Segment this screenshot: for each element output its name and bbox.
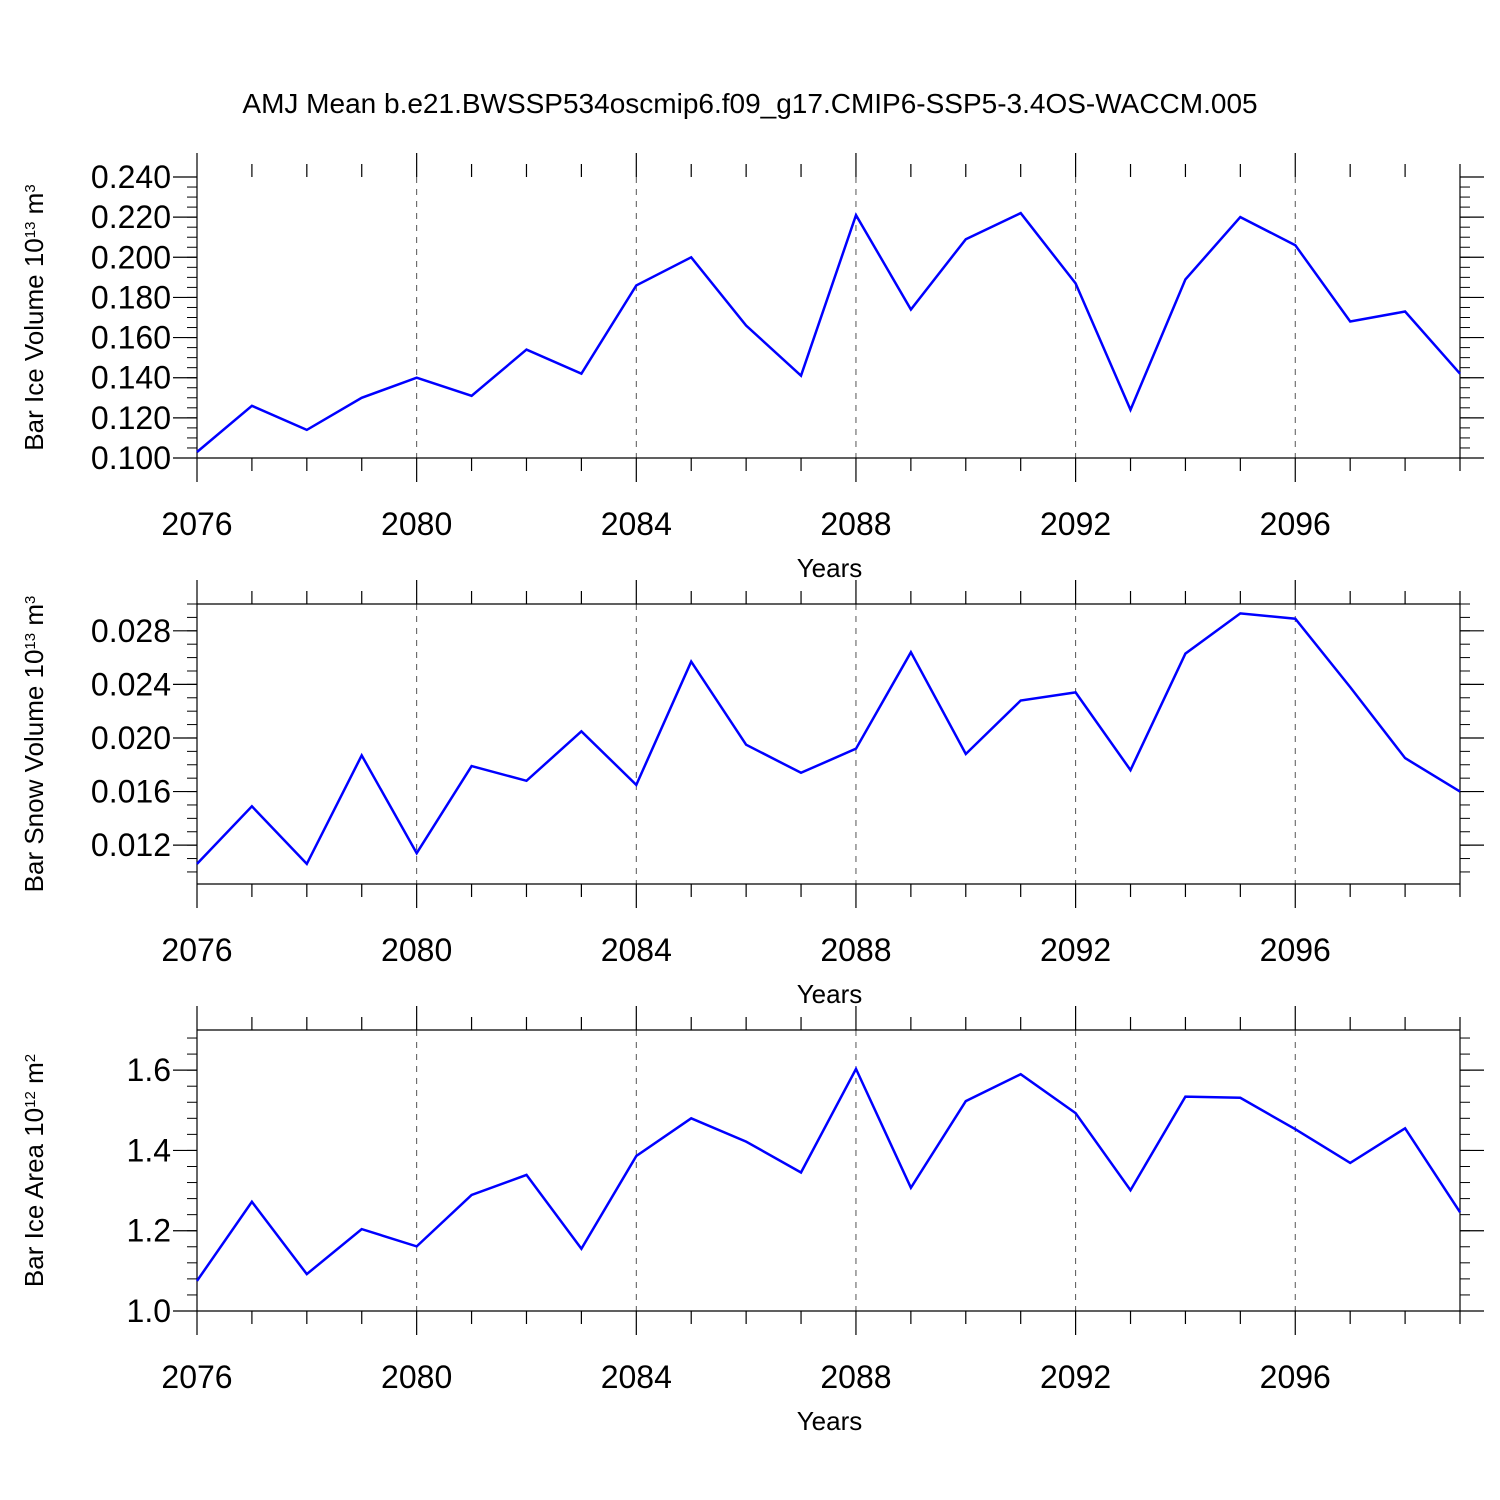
x-tick-label: 2080 bbox=[381, 932, 452, 968]
x-tick-label: 2096 bbox=[1260, 506, 1331, 542]
x-axis-title: Years bbox=[797, 1406, 863, 1436]
y-axis-title-part: m bbox=[19, 193, 49, 222]
y-tick-label: 0.240 bbox=[91, 159, 171, 195]
x-tick-label: 2088 bbox=[820, 506, 891, 542]
y-tick-label: 1.4 bbox=[127, 1132, 171, 1168]
y-tick-label: 0.024 bbox=[91, 666, 171, 702]
series-line bbox=[195, 1066, 1462, 1282]
y-tick-label: 0.028 bbox=[91, 613, 171, 649]
series-line bbox=[196, 612, 1461, 867]
y-axis-title-part: m bbox=[19, 1062, 49, 1091]
y-tick-label: 0.180 bbox=[91, 279, 171, 315]
y-tick-label: 0.160 bbox=[91, 320, 171, 356]
series-line bbox=[196, 211, 1461, 453]
y-axis-title-superscript: 3 bbox=[22, 184, 39, 192]
y-axis-title-superscript: 13 bbox=[22, 633, 39, 650]
y-tick-label: 0.020 bbox=[91, 720, 171, 756]
x-tick-label: 2096 bbox=[1260, 932, 1331, 968]
x-tick-label: 2088 bbox=[820, 932, 891, 968]
x-tick-label: 2092 bbox=[1040, 932, 1111, 968]
y-axis-title-part: Bar Ice Area 10 bbox=[19, 1108, 49, 1287]
x-tick-label: 2076 bbox=[161, 506, 232, 542]
y-axis-title-superscript: 3 bbox=[22, 596, 39, 604]
y-tick-label: 0.016 bbox=[91, 774, 171, 810]
x-tick-label: 2092 bbox=[1040, 506, 1111, 542]
x-tick-label: 2084 bbox=[601, 506, 672, 542]
x-tick-label: 2096 bbox=[1260, 1359, 1331, 1395]
y-tick-label: 1.2 bbox=[127, 1213, 171, 1249]
y-tick-label: 1.6 bbox=[127, 1052, 171, 1088]
x-axis-title: Years bbox=[797, 553, 863, 583]
x-tick-label: 2080 bbox=[381, 506, 452, 542]
chart-panel-2: 2076 2080 2084 2088 2092 2096 0.012 0.016 0.020 0… bbox=[19, 580, 1484, 1009]
y-tick-label: 0.140 bbox=[91, 360, 171, 396]
x-tick-label: 2076 bbox=[161, 932, 232, 968]
y-tick-label: 0.100 bbox=[91, 440, 171, 476]
y-axis-title-superscript: 13 bbox=[22, 222, 39, 239]
x-axis-title: Years bbox=[797, 979, 863, 1009]
x-tick-label: 2092 bbox=[1040, 1359, 1111, 1395]
chart-panel-1: 2076 2080 2084 2088 2092 2096 0.100 0.120 0.140 0… bbox=[19, 153, 1484, 583]
x-tick-label: 2076 bbox=[161, 1359, 232, 1395]
y-axis-title-superscript: 12 bbox=[22, 1091, 39, 1108]
y-tick-label: 0.220 bbox=[91, 199, 171, 235]
x-tick-label: 2088 bbox=[820, 1359, 891, 1395]
y-tick-label: 0.120 bbox=[91, 400, 171, 436]
y-axis-title-part: Bar Snow Volume 10 bbox=[19, 650, 49, 893]
y-axis-title: Bar Ice Area 1012 m2 bbox=[19, 1054, 49, 1287]
y-tick-label: 0.012 bbox=[91, 827, 171, 863]
chart-panel-3: 2076 2080 2084 2088 2092 2096 1.0 1.2 1.4 1.6 Year… bbox=[19, 1006, 1484, 1436]
y-axis-title: Bar Snow Volume 1013 m3 bbox=[19, 596, 49, 893]
y-tick-label: 1.0 bbox=[127, 1293, 171, 1329]
figure-title: AMJ Mean b.e21.BWSSP534oscmip6.f09_g17.C… bbox=[242, 88, 1257, 119]
y-axis-title: Bar Ice Volume 1013 m3 bbox=[19, 184, 49, 450]
y-axis-title-superscript: 2 bbox=[22, 1054, 39, 1062]
y-axis-title-part: Bar Ice Volume 10 bbox=[19, 238, 49, 450]
x-tick-label: 2084 bbox=[601, 932, 672, 968]
x-tick-label: 2080 bbox=[381, 1359, 452, 1395]
panels: 2076 2080 2084 2088 2092 2096 0.100 0.120 0.140 0… bbox=[19, 153, 1484, 1436]
y-axis-title-part: m bbox=[19, 604, 49, 633]
x-tick-label: 2084 bbox=[601, 1359, 672, 1395]
y-tick-label: 0.200 bbox=[91, 239, 171, 275]
